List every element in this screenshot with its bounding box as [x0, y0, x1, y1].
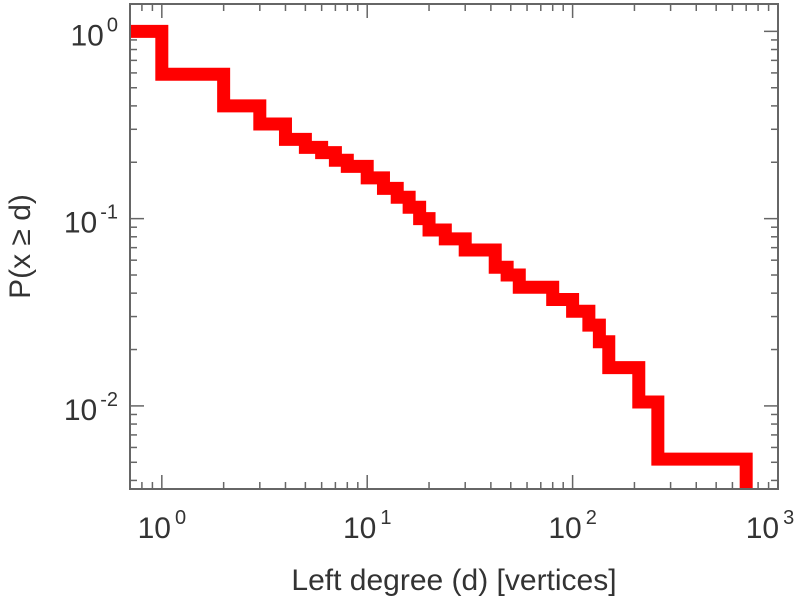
y-tick-exponent: 0	[107, 14, 118, 36]
y-tick-base: 10	[64, 207, 97, 240]
series-layer	[130, 24, 753, 489]
y-tick-label: 10 -2	[64, 389, 118, 427]
plot-frame	[129, 3, 779, 490]
x-tick-base: 10	[343, 512, 376, 545]
y-axis-title: P(x ≥ d)	[4, 194, 37, 299]
x-tick-label: 10 0	[138, 507, 187, 545]
x-tick-exponent: 0	[175, 507, 186, 529]
x-tick-label: 10 3	[746, 507, 795, 545]
x-tick-label: 10 1	[343, 507, 392, 545]
y-tick-label: 10 0	[71, 14, 119, 52]
x-tick-exponent: 1	[380, 507, 391, 529]
minor-ticks	[129, 4, 778, 489]
x-tick-base: 10	[746, 512, 779, 545]
series-line	[130, 24, 753, 489]
x-tick-labels: 10 0 10 1 10 2 10 3	[138, 507, 795, 545]
x-tick-base: 10	[548, 512, 581, 545]
x-tick-label: 10 2	[548, 507, 597, 545]
y-tick-base: 10	[71, 19, 104, 52]
y-tick-label: 10 -1	[64, 202, 118, 240]
y-tick-exponent: -1	[100, 202, 118, 224]
x-tick-exponent: 3	[783, 507, 794, 529]
y-tick-exponent: -2	[100, 389, 118, 411]
x-tick-base: 10	[138, 512, 171, 545]
y-tick-base: 10	[64, 394, 97, 427]
x-tick-exponent: 2	[586, 507, 597, 529]
x-axis-title: Left degree (d) [vertices]	[291, 564, 616, 597]
